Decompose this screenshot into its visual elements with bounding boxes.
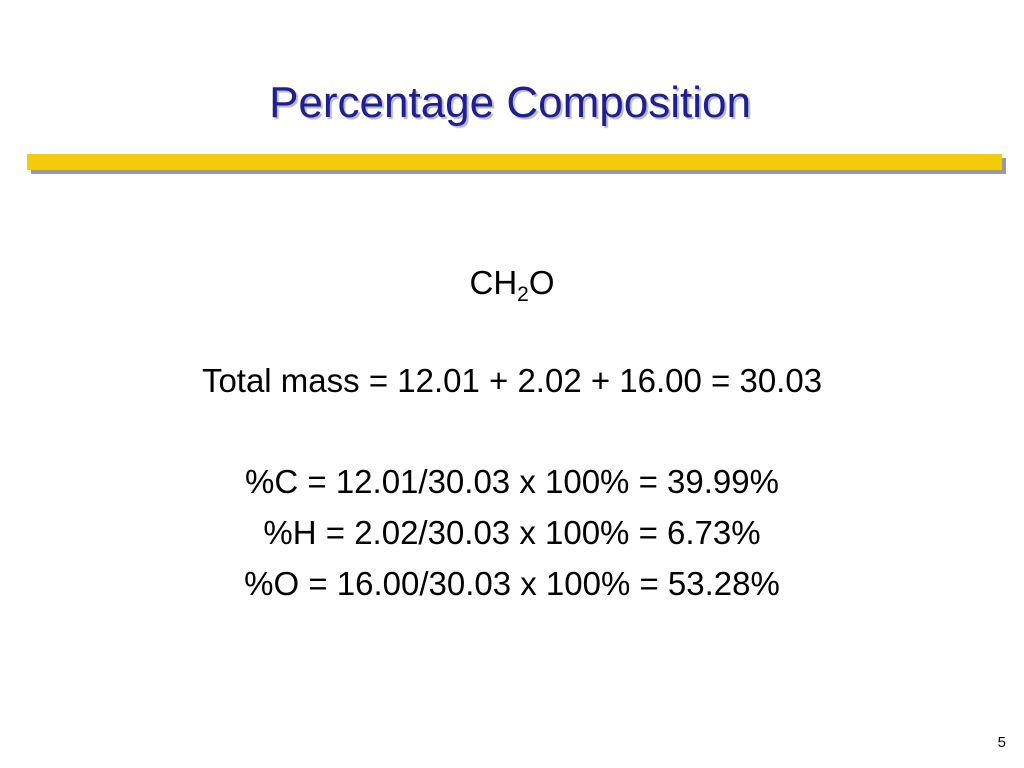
percent-hydrogen-line: %H = 2.02/30.03 x 100% = 6.73% — [263, 514, 761, 551]
percent-carbon-line: %C = 12.01/30.03 x 100% = 39.99% — [245, 463, 779, 500]
formula-suffix: O — [528, 264, 555, 301]
formula-prefix: CH — [469, 264, 518, 301]
total-mass-line: Total mass = 12.01 + 2.02 + 16.00 = 30.0… — [201, 362, 823, 399]
percent-oxygen-line: %O = 16.00/30.03 x 100% = 53.28% — [244, 565, 780, 602]
formula-subscript: 2 — [517, 283, 529, 306]
slide-title: Percentage Composition — [269, 78, 751, 127]
page-number: 5 — [997, 734, 1006, 751]
chemical-formula: CH2O — [0, 263, 1024, 306]
title-underline — [27, 154, 1002, 170]
